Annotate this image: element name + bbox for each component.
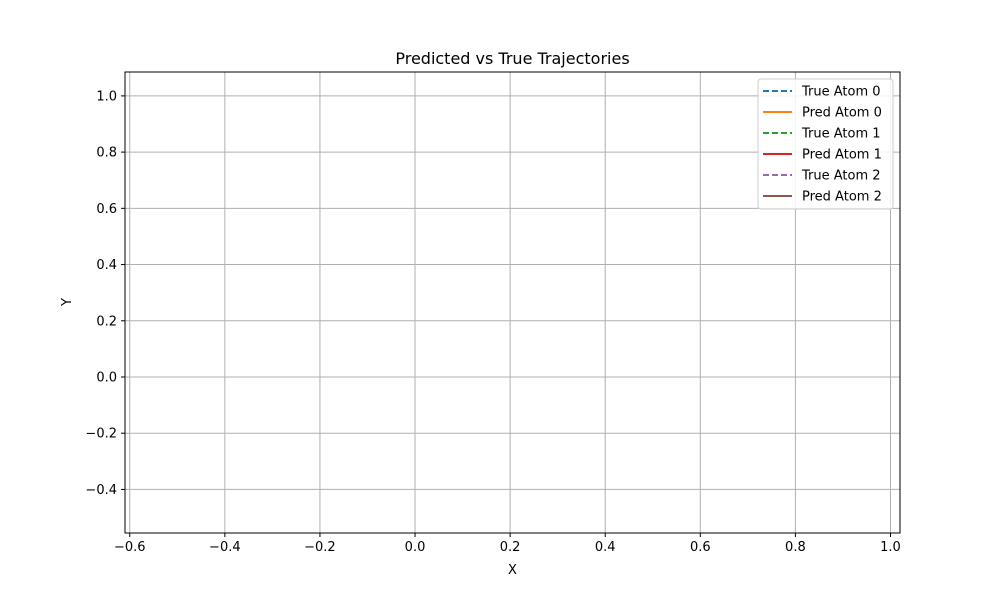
x-tick-label: 0.2	[500, 540, 521, 555]
legend-label: True Atom 0	[801, 85, 881, 100]
x-tick-label: −0.4	[209, 540, 241, 555]
x-tick-label: 0.6	[690, 540, 711, 555]
plot-frame	[124, 71, 901, 534]
legend-label: Pred Atom 0	[802, 106, 882, 121]
y-tick-label: 0.6	[96, 202, 117, 217]
y-tick-label: −0.4	[85, 483, 117, 498]
x-tick-label: −0.2	[304, 540, 336, 555]
x-tick-label: −0.6	[114, 540, 146, 555]
x-axis-label: X	[508, 563, 517, 578]
y-axis-ticks: −0.4 −0.2 0.0 0.2 0.4 0.6 0.8 1.0	[85, 89, 125, 498]
y-tick-label: 0.0	[96, 370, 117, 385]
legend-label: Pred Atom 2	[802, 190, 882, 205]
legend-label: True Atom 1	[801, 127, 881, 142]
legend-label: True Atom 2	[801, 169, 881, 184]
x-axis-ticks: −0.6 −0.4 −0.2 0.0 0.2 0.4 0.6 0.8 1.0	[114, 533, 901, 555]
x-tick-label: 0.0	[405, 540, 426, 555]
y-tick-label: 0.4	[96, 258, 117, 273]
y-axis-label: Y	[60, 298, 75, 307]
legend-label: Pred Atom 1	[802, 148, 882, 163]
y-tick-label: 1.0	[96, 89, 117, 104]
y-tick-label: 0.8	[96, 146, 117, 161]
chart-title: Predicted vs True Trajectories	[395, 49, 629, 68]
x-tick-label: 0.4	[595, 540, 616, 555]
y-tick-label: −0.2	[85, 427, 117, 442]
x-tick-label: 0.8	[785, 540, 806, 555]
x-tick-label: 1.0	[880, 540, 901, 555]
y-tick-label: 0.2	[96, 314, 117, 329]
grid	[125, 72, 900, 533]
legend: True Atom 0 Pred Atom 0 True Atom 1 Pred At…	[757, 78, 894, 210]
